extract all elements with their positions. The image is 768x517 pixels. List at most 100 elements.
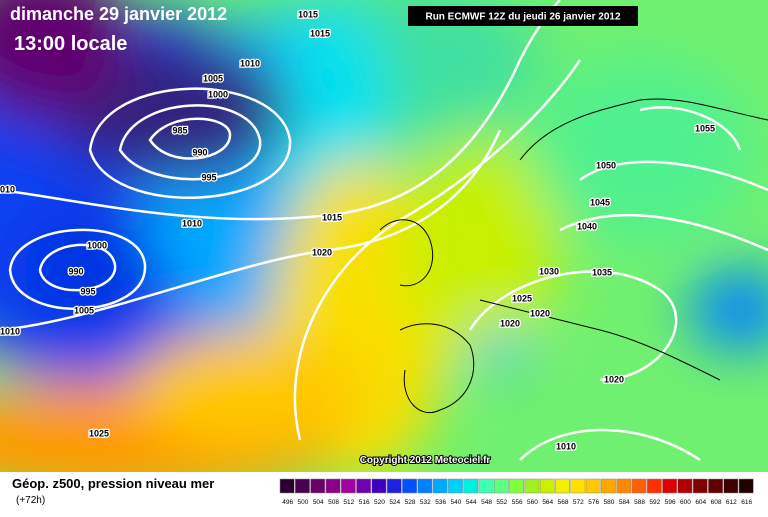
colorbar-cell — [386, 478, 402, 494]
colorbar-cell — [570, 478, 586, 494]
isobar-label: 1015 — [310, 28, 330, 38]
colorbar-cell — [325, 478, 341, 494]
colorbar-cell — [371, 478, 387, 494]
isobar-label: 1010 — [182, 218, 202, 228]
colorbar-cell — [417, 478, 433, 494]
colorbar-cell — [295, 478, 310, 494]
colorbar-label: 588 — [634, 499, 645, 506]
isobar-label: 1005 — [74, 305, 94, 315]
isobar-label: 1035 — [592, 267, 612, 277]
colorbar-label: 496 — [282, 499, 293, 506]
colorbar-label: 516 — [359, 499, 370, 506]
colorbar-cell — [279, 478, 295, 494]
colorbar-label: 520 — [374, 499, 385, 506]
isobar-label: 1025 — [512, 293, 532, 303]
colorbar-label: 564 — [542, 499, 553, 506]
time-label: 13:00 locale — [14, 33, 127, 55]
footer-title: Géop. z500, pression niveau mer — [12, 476, 214, 491]
colorbar-label: 544 — [466, 499, 477, 506]
colorbar-cell — [631, 478, 647, 494]
colorbar-label: 524 — [389, 499, 400, 506]
isobar-label: 1020 — [500, 318, 520, 328]
isobar-label: 985 — [172, 125, 187, 135]
colorbar-label: 540 — [451, 499, 462, 506]
colorbar-label: 600 — [680, 499, 691, 506]
colorbar-cell — [448, 478, 463, 494]
isobar-label: 1010 — [556, 441, 576, 451]
isobar-label: 1020 — [604, 374, 624, 384]
colorbar-label: 608 — [711, 499, 722, 506]
isobar-label: 1005 — [203, 73, 223, 83]
isobar-label: 1030 — [539, 266, 559, 276]
isobar-label: 1010 — [240, 58, 260, 68]
isobar-label: 1010 — [0, 326, 20, 336]
isobar-label: 990 — [192, 147, 207, 157]
isobar-label: 1000 — [208, 89, 228, 99]
colorbar-label: 572 — [573, 499, 584, 506]
colorbar-cell — [616, 478, 632, 494]
colorbar-label: 596 — [665, 499, 676, 506]
colorbar-label: 616 — [741, 499, 752, 506]
run-box — [408, 6, 638, 26]
colorbar-label: 528 — [405, 499, 416, 506]
colorbar-label: 512 — [343, 499, 354, 506]
isobar-label: 1010 — [0, 184, 15, 194]
colorbar: 496 500 504 508 512 516 520 524 528 532 536 540 544 5… — [279, 478, 754, 506]
colorbar-label: 580 — [604, 499, 615, 506]
isobar-label: 1015 — [322, 212, 342, 222]
colorbar-cell — [402, 478, 417, 494]
colorbar-cell — [340, 478, 356, 494]
isobar-label: 1015 — [298, 9, 318, 19]
isobar-label: 1025 — [89, 428, 109, 438]
date-label: dimanche 29 janvier 2012 — [10, 4, 227, 24]
colorbar-label: 552 — [496, 499, 507, 506]
colorbar-label: 560 — [527, 499, 538, 506]
colorbar-cell — [585, 478, 601, 494]
colorbar-cell — [723, 478, 739, 494]
colorbar-cell — [509, 478, 525, 494]
colorbar-label: 568 — [558, 499, 569, 506]
colorbar-cell — [432, 478, 448, 494]
colorbar-label: 612 — [726, 499, 737, 506]
colorbar-cell — [493, 478, 509, 494]
colorbar-cell — [539, 478, 555, 494]
colorbar-label: 592 — [649, 499, 660, 506]
colorbar-cell — [524, 478, 540, 494]
colorbar-label: 556 — [512, 499, 523, 506]
copyright: Copyright 2012 Meteociel.fr — [360, 455, 491, 466]
colorbar-cell — [310, 478, 326, 494]
isobar-label: 1040 — [577, 221, 597, 231]
colorbar-cell — [677, 478, 693, 494]
map-field — [0, 0, 768, 472]
isobar-label: 995 — [201, 172, 216, 182]
colorbar-label: 508 — [328, 499, 339, 506]
isobar-label: 1045 — [590, 197, 610, 207]
isobar-label: 1055 — [695, 123, 715, 133]
isobar-label: 1020 — [312, 247, 332, 257]
coastlines — [379, 98, 768, 414]
colorbar-cell — [708, 478, 723, 494]
colorbar-cell — [478, 478, 494, 494]
isobar-label: 990 — [68, 266, 83, 276]
isobar-label: 995 — [80, 286, 95, 296]
isobar-label: 1000 — [87, 240, 107, 250]
colorbar-label: 532 — [420, 499, 431, 506]
colorbar-label: 604 — [695, 499, 706, 506]
colorbar-label: 504 — [313, 499, 324, 506]
colorbar-cell — [646, 478, 662, 494]
colorbar-label: 548 — [481, 499, 492, 506]
run-label: Run ECMWF 12Z du jeudi 26 janvier 2012 — [425, 12, 620, 23]
isobar-label: 1020 — [530, 308, 550, 318]
colorbar-cell — [356, 478, 372, 494]
colorbar-label: 584 — [619, 499, 630, 506]
colorbar-label: 576 — [588, 499, 599, 506]
colorbar-cell — [738, 478, 754, 494]
colorbar-label: 500 — [298, 499, 309, 506]
colorbar-cell — [662, 478, 678, 494]
colorbar-cell — [692, 478, 708, 494]
colorbar-cell — [555, 478, 570, 494]
isobar-label: 1050 — [596, 160, 616, 170]
footer-lead: (+72h) — [16, 495, 45, 506]
isobar-labels: 1015 1015 1010 1005 1000 985 990 995 1010 1010 101… — [0, 8, 716, 453]
